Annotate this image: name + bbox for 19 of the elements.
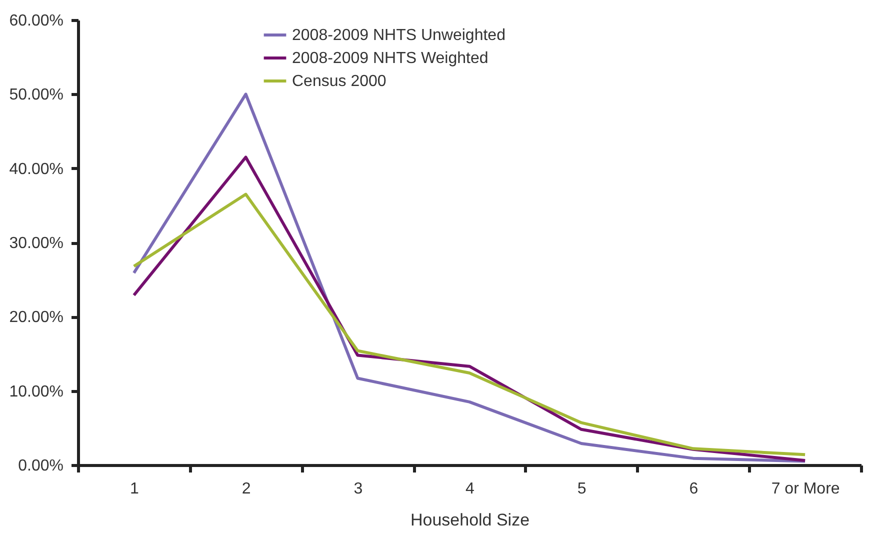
y-tick-label: 50.00% [9,86,64,104]
legend-label: 2008-2009 NHTS Weighted [292,50,488,67]
legend-label: Census 2000 [292,73,386,90]
legend-label: 2008-2009 NHTS Unweighted [292,27,506,44]
x-tick-label: 4 [466,480,475,498]
x-tick-label: 5 [577,480,586,498]
x-axis-title: Household Size [410,510,530,530]
y-tick-label: 10.00% [9,383,64,400]
y-tick-label: 40.00% [9,160,64,178]
x-tick-label: 1 [130,480,139,498]
y-tick-label: 20.00% [9,309,64,326]
x-tick-label: 2 [242,480,251,498]
x-tick-label: 3 [354,480,363,498]
y-tick-label: 0.00% [18,458,64,474]
y-tick-label: 60.00% [9,12,64,30]
line-series [132,92,807,463]
x-tick-label: 7 or More [771,480,840,498]
x-tick-label: 6 [689,480,698,498]
y-tick-label: 30.00% [9,235,64,252]
